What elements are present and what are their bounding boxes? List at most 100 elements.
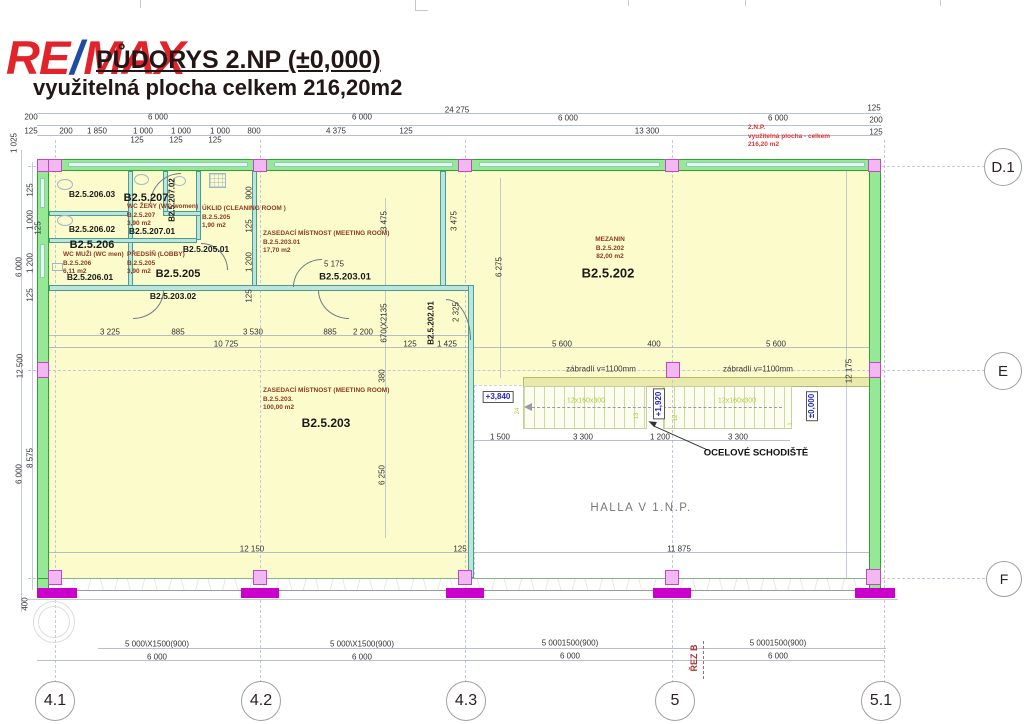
room-code-label: B2.5.207 bbox=[123, 192, 169, 204]
dim-label: 1 200 bbox=[25, 252, 35, 274]
dim-label: 6 000 bbox=[767, 113, 789, 123]
grid-marker: F bbox=[986, 561, 1022, 597]
label-stepnum: 1 bbox=[788, 422, 794, 426]
logo-max: MAX bbox=[83, 31, 185, 84]
column bbox=[253, 570, 267, 585]
column bbox=[666, 362, 680, 378]
dim-line bbox=[98, 648, 886, 649]
room-info: WC ŽENY (WC women) B.2.5.207 3,90 m2 bbox=[127, 203, 199, 228]
room-code-label: B2.5.206.01 bbox=[66, 272, 114, 282]
column bbox=[866, 569, 881, 585]
footing bbox=[855, 588, 895, 598]
logo-slash: / bbox=[70, 31, 83, 84]
dim-label: 1 000 bbox=[132, 126, 154, 136]
grid-marker: D.1 bbox=[984, 148, 1022, 186]
room-info: MEZANIN B.2.5.202 82,00 m2 bbox=[595, 236, 625, 261]
grid-line-5-1 bbox=[884, 140, 885, 688]
label-schod: OCELOVÉ SCHODIŠTĚ bbox=[703, 447, 809, 459]
dim-line bbox=[49, 347, 869, 348]
dim-label: 6 000 bbox=[767, 651, 789, 661]
column bbox=[48, 159, 62, 172]
dim-label: 11 875 bbox=[667, 544, 691, 554]
dim-label: 125 bbox=[130, 135, 144, 145]
grid-marker: E bbox=[984, 352, 1022, 390]
dim-label: 5 000\X1500(900) bbox=[124, 639, 190, 649]
dim-line bbox=[37, 660, 884, 661]
dim-label: 5 0001500(900) bbox=[541, 638, 599, 648]
grid-marker: 4.2 bbox=[241, 681, 281, 721]
label-grn: 12x160x300 bbox=[717, 397, 757, 405]
dim-label: 6 000 bbox=[351, 652, 373, 662]
dim-label: 885 bbox=[171, 327, 185, 337]
dim-label: 380 bbox=[377, 369, 387, 383]
dim-label: 200 bbox=[24, 112, 38, 122]
urinal-fixture bbox=[52, 263, 63, 271]
dim-line bbox=[385, 198, 386, 538]
partition bbox=[163, 211, 201, 216]
room-info: ZASEDACÍ MÍSTNOST (MEETING ROOM) B.2.5.20… bbox=[263, 230, 390, 255]
room-code-label: B2.5.205.01 bbox=[182, 244, 230, 254]
dim-label: 6 000 bbox=[557, 113, 579, 123]
dim-label: 6 000 bbox=[559, 651, 581, 661]
dim-label: 13 300 bbox=[634, 126, 660, 136]
dim-line bbox=[49, 335, 470, 336]
room-code-label: B2.5.206 bbox=[69, 239, 115, 251]
room-code-label: B2.5.203.01 bbox=[319, 271, 371, 283]
dim-label: 3 475 bbox=[449, 210, 459, 232]
label-grn: 12x160x300 bbox=[566, 397, 606, 405]
dim-line bbox=[474, 440, 790, 441]
logo-re: RE bbox=[6, 31, 70, 84]
label-level: +3,840 bbox=[482, 391, 514, 403]
frame-fragment bbox=[745, 0, 746, 6]
dim-label: 125 bbox=[399, 126, 413, 136]
dim-label: 200 bbox=[59, 126, 73, 136]
dim-label: 1 200 bbox=[649, 432, 671, 442]
footing bbox=[446, 588, 484, 598]
partition bbox=[49, 285, 474, 291]
label-halla: HALLA V 1.N.P. bbox=[590, 502, 692, 514]
dim-label: 6 000 bbox=[146, 652, 168, 662]
frame-fragment bbox=[628, 0, 629, 6]
remax-logo: RE/MAX bbox=[6, 31, 186, 84]
dim-label: 1 500 bbox=[489, 432, 511, 442]
toilet-fixture bbox=[57, 215, 73, 226]
dim-label: 3 300 bbox=[727, 432, 749, 442]
partition bbox=[440, 171, 446, 290]
sink-fixture bbox=[134, 174, 149, 185]
dim-label: 125 bbox=[244, 289, 254, 303]
dim-label: 400 bbox=[647, 339, 661, 349]
label-level: ±0,000 bbox=[806, 390, 818, 422]
dim-label: 2 325 bbox=[451, 301, 461, 323]
room-code-label: B2.5.206.02 bbox=[68, 224, 116, 234]
dim-label: 125 bbox=[403, 339, 417, 349]
room-info: WC MUŽI (WC men) B.2.5.206 6,11 m2 bbox=[63, 251, 124, 276]
dim-label: 5 600 bbox=[551, 339, 573, 349]
stair-walkline-arrow bbox=[524, 403, 532, 411]
room-code-label: B2.5.205 bbox=[155, 268, 201, 280]
window-strip bbox=[274, 162, 453, 167]
room-code-label: B2.5.207.01 bbox=[128, 226, 176, 236]
column bbox=[665, 570, 679, 585]
grid-line-4-1 bbox=[55, 140, 56, 688]
window-strip bbox=[68, 162, 248, 167]
dim-label: 6 000 bbox=[14, 463, 24, 485]
dim-label: 24 275 bbox=[444, 105, 470, 115]
dim-label: 3 225 bbox=[99, 327, 121, 337]
window-strip bbox=[479, 162, 660, 167]
dim-label: 6 000 bbox=[14, 256, 24, 278]
dim-label: 1 200 bbox=[244, 251, 254, 273]
grid-line-4-2 bbox=[260, 140, 261, 688]
frame-fragment bbox=[415, 0, 428, 11]
room-code-label: B2.5.206.03 bbox=[68, 189, 116, 199]
toilet-fixture bbox=[173, 176, 186, 186]
dim-label: 5 000\X1500(900) bbox=[329, 639, 395, 649]
dim-label: 200 bbox=[869, 115, 883, 125]
dim-label: 12 150 bbox=[239, 544, 265, 554]
dim-label: 5 0001500(900) bbox=[749, 638, 807, 648]
dim-line bbox=[37, 125, 881, 126]
dim-label: 6 000 bbox=[351, 112, 373, 122]
column bbox=[458, 159, 472, 172]
dim-line bbox=[32, 162, 33, 590]
dim-label: 6 275 bbox=[494, 256, 504, 278]
